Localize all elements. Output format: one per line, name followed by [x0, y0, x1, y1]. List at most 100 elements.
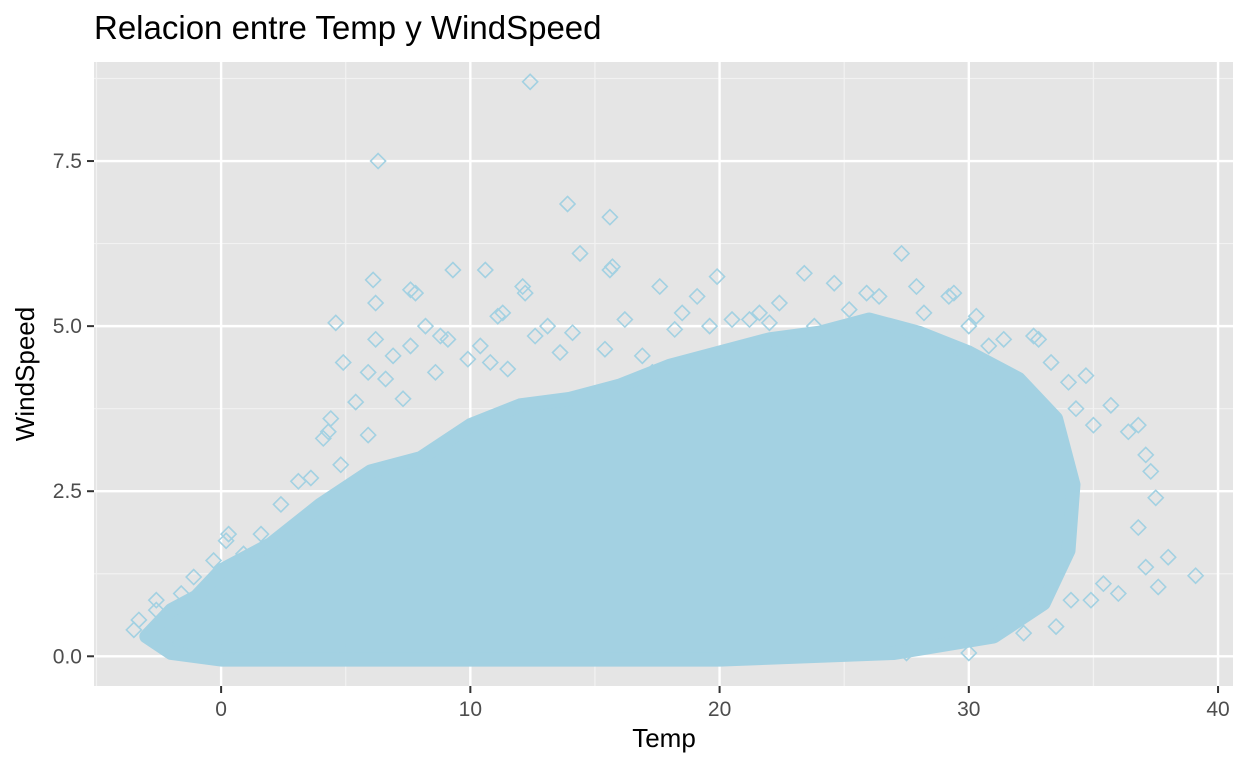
data-point	[369, 152, 387, 170]
data-point	[700, 317, 719, 335]
data-point	[332, 456, 350, 474]
data-point	[322, 409, 340, 428]
data-point	[1129, 416, 1147, 434]
data-point	[596, 340, 614, 358]
data-point	[1029, 330, 1048, 348]
data-point	[459, 350, 477, 368]
data-point	[476, 261, 494, 279]
data-point	[334, 353, 352, 372]
x-tick-label: 30	[957, 698, 980, 721]
x-tick-label: 0	[215, 698, 227, 721]
data-point	[1042, 353, 1060, 372]
data-point	[212, 644, 230, 662]
data-point	[140, 624, 158, 642]
data-point	[1186, 567, 1205, 585]
data-point	[857, 284, 876, 302]
data-point	[1059, 373, 1078, 391]
x-axis-title: Temp	[632, 723, 696, 753]
data-point	[1119, 423, 1137, 441]
data-point	[384, 347, 402, 365]
data-point	[651, 277, 669, 296]
data-point	[586, 644, 604, 662]
data-point	[673, 304, 691, 322]
data-point	[1067, 400, 1085, 418]
y-axis-title: WindSpeed	[10, 307, 40, 441]
data-point	[205, 551, 223, 570]
data-point	[558, 195, 577, 213]
data-point	[980, 337, 998, 355]
data-point	[666, 320, 684, 339]
data-point	[1137, 558, 1155, 576]
data-point	[461, 644, 479, 662]
data-point	[892, 244, 911, 263]
data-point	[172, 584, 190, 603]
y-tick-label: 2.5	[53, 480, 82, 503]
x-tick-label: 20	[708, 698, 731, 721]
data-point	[494, 304, 512, 322]
data-point	[563, 324, 582, 342]
y-tick-label: 0.0	[53, 645, 82, 668]
data-point	[1149, 578, 1167, 596]
data-point	[364, 271, 382, 289]
data-point	[489, 307, 507, 325]
data-point	[219, 525, 238, 543]
x-tick-label: 40	[1206, 698, 1229, 721]
data-point	[1084, 416, 1103, 434]
data-point	[526, 327, 544, 345]
data-point	[359, 363, 377, 381]
data-point	[1142, 462, 1160, 481]
data-point	[516, 284, 534, 302]
data-point	[1102, 396, 1120, 414]
data-point	[633, 347, 651, 365]
data-point	[406, 284, 425, 302]
data-point	[780, 330, 798, 348]
data-point	[770, 294, 789, 312]
data-point	[795, 264, 813, 282]
data-point	[601, 208, 619, 226]
data-point	[940, 287, 958, 306]
data-point	[1147, 489, 1165, 507]
y-axis: 0.0 2.5 5.0 7.5	[53, 150, 94, 668]
data-point	[521, 73, 539, 91]
data-point	[1082, 591, 1100, 609]
data-point	[1047, 617, 1065, 636]
data-point	[995, 330, 1013, 348]
data-point	[314, 429, 332, 448]
data-point	[147, 601, 165, 619]
data-point	[272, 495, 290, 514]
data-point	[897, 644, 916, 662]
data-point	[252, 525, 270, 543]
data-point	[394, 390, 412, 408]
data-point	[551, 343, 569, 362]
data-point	[347, 393, 365, 411]
data-point	[327, 314, 345, 332]
data-point	[165, 641, 183, 659]
data-point	[750, 304, 769, 322]
data-point	[499, 360, 517, 378]
data-point	[302, 469, 320, 487]
data-point	[514, 277, 532, 296]
data-point	[1015, 624, 1033, 642]
data-point	[945, 284, 963, 302]
data-point	[376, 370, 395, 388]
data-point	[835, 644, 853, 662]
data-point	[367, 294, 385, 312]
data-point	[960, 317, 978, 335]
data-point	[825, 274, 843, 292]
x-axis: 0 10 20 30 40	[215, 686, 1230, 721]
data-point	[147, 591, 165, 609]
data-point	[401, 337, 420, 355]
x-tick-label: 10	[459, 698, 482, 721]
data-point	[760, 314, 779, 332]
data-point	[907, 277, 926, 296]
data-point	[603, 258, 622, 276]
data-point	[840, 300, 858, 319]
data-point	[1109, 584, 1127, 603]
data-point	[337, 644, 355, 662]
data-point	[426, 363, 445, 381]
data-point	[1024, 327, 1043, 345]
data-point	[160, 608, 178, 626]
data-point	[1129, 518, 1147, 537]
